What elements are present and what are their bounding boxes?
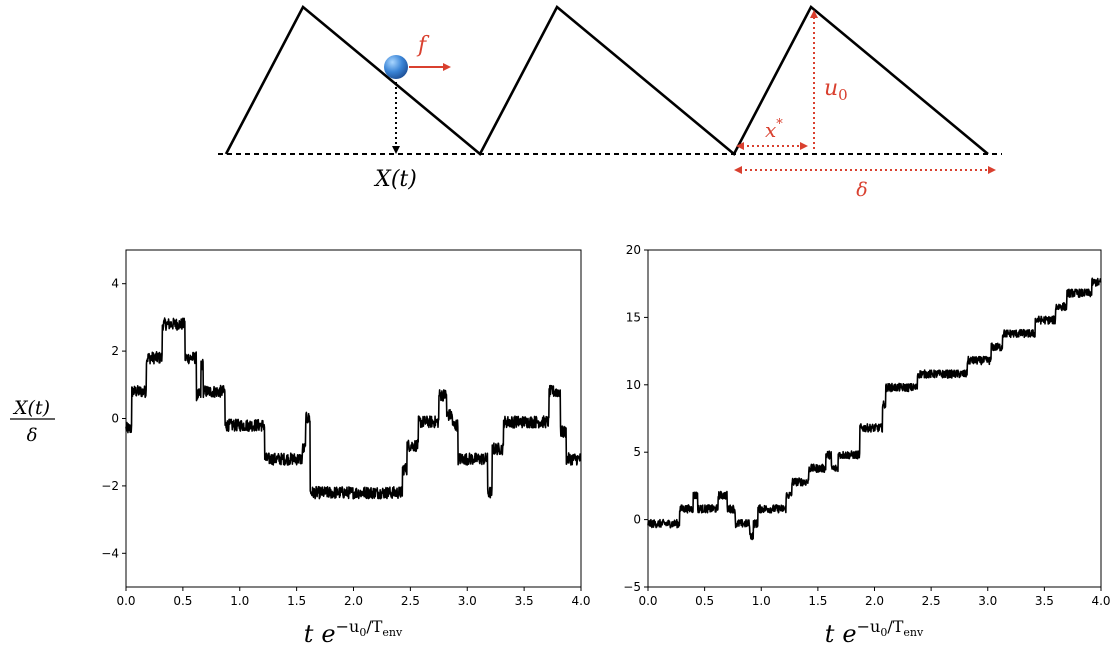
- x-tick-label: 4.0: [571, 594, 590, 608]
- period-label: δ: [856, 179, 867, 201]
- x-tick-label: 3.0: [458, 594, 477, 608]
- y-tick-label: 2: [111, 344, 119, 358]
- trajectory-line: [125, 317, 582, 500]
- x-tick-label: 2.0: [865, 594, 884, 608]
- x-tick-label: 1.5: [808, 594, 827, 608]
- x-tick-label: 3.0: [978, 594, 997, 608]
- particle-ball: [384, 55, 408, 79]
- position-label: X(t): [373, 167, 417, 192]
- right-chart-xlabel: t e−u0/Tenv: [825, 617, 924, 648]
- x-tick-label: 3.5: [515, 594, 534, 608]
- y-label-numerator: X(t): [12, 397, 50, 419]
- y-tick-label: −4: [101, 546, 119, 560]
- y-tick-label: 4: [111, 277, 119, 291]
- y-tick-label: −5: [623, 580, 641, 594]
- x-tick-label: 1.5: [287, 594, 306, 608]
- x-tick-label: 2.5: [922, 594, 941, 608]
- right-chart-frame: [647, 249, 1102, 588]
- x-tick-label: 2.0: [344, 594, 363, 608]
- xstar-label: x*: [765, 117, 783, 142]
- barrier-label: u0: [824, 76, 848, 104]
- y-tick-label: 20: [626, 243, 641, 257]
- y-tick-label: 0: [633, 513, 641, 527]
- potential-diagram: f X(t) u0 x* δ: [218, 4, 1002, 201]
- y-tick-label: 0: [111, 412, 119, 426]
- x-tick-label: 0.5: [173, 594, 192, 608]
- y-axis-label: X(t) δ: [10, 397, 55, 446]
- force-label: f: [416, 33, 430, 58]
- x-tick-label: 0.5: [695, 594, 714, 608]
- x-tick-label: 0.0: [638, 594, 657, 608]
- left-chart-ticks: 0.0 0.5 1.0 1.5 2.0 2.5 3.0 3.5 4.0 −4 −2 0 2 4: [101, 277, 590, 608]
- trajectory-line: [647, 277, 1102, 541]
- y-tick-label: −2: [101, 479, 119, 493]
- left-chart: 0.0 0.5 1.0 1.5 2.0 2.5 3.0 3.5 4.0 −4 −2 0 2 4 t e−u0…: [101, 249, 591, 648]
- x-tick-label: 0.0: [116, 594, 135, 608]
- y-tick-label: 15: [626, 310, 641, 324]
- x-tick-label: 2.5: [401, 594, 420, 608]
- y-tick-label: 10: [626, 378, 641, 392]
- y-label-denominator: δ: [27, 425, 38, 446]
- x-tick-label: 4.0: [1091, 594, 1110, 608]
- x-tick-label: 1.0: [752, 594, 771, 608]
- x-tick-label: 1.0: [230, 594, 249, 608]
- y-tick-label: 5: [633, 445, 641, 459]
- left-chart-xlabel: t e−u0/Tenv: [304, 617, 403, 648]
- right-chart-series: [647, 277, 1102, 541]
- left-chart-series: [125, 317, 582, 500]
- right-chart-ticks: 0.0 0.5 1.0 1.5 2.0 2.5 3.0 3.5 4.0 −5 0 5 10 15 20: [623, 243, 1110, 608]
- sawtooth-potential: [224, 4, 989, 157]
- x-tick-label: 3.5: [1035, 594, 1054, 608]
